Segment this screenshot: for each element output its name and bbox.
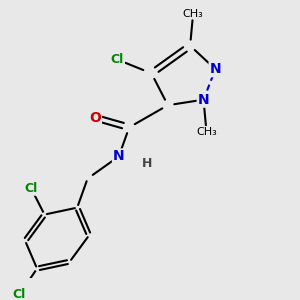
Text: O: O [89,111,101,125]
Text: Cl: Cl [111,53,124,66]
Text: CH₃: CH₃ [196,127,217,136]
Text: Cl: Cl [25,182,38,195]
Text: CH₃: CH₃ [183,9,203,19]
Text: N: N [113,149,124,164]
Text: N: N [198,93,209,107]
Text: N: N [210,62,221,76]
Text: Cl: Cl [13,288,26,300]
Text: H: H [142,157,152,170]
